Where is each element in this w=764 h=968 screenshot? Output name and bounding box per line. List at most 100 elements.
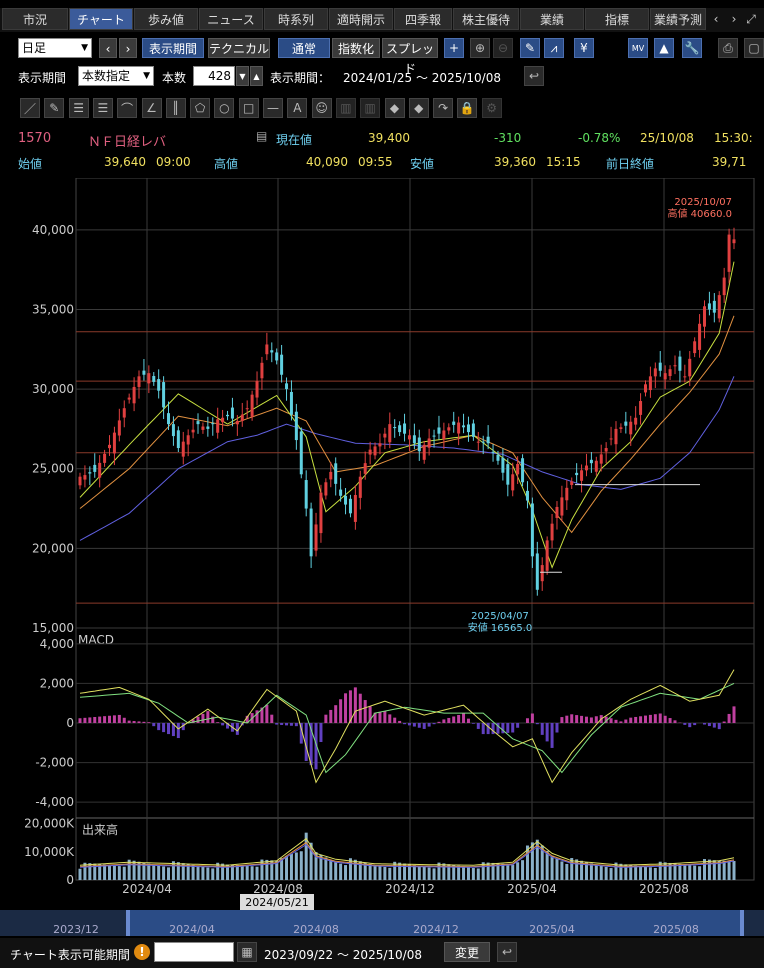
icon-tool-icon[interactable]: ☺ (311, 98, 332, 118)
volume-bar (486, 862, 490, 880)
candle (157, 379, 161, 391)
eraser-a-icon[interactable]: ◆ (408, 98, 429, 118)
candle (304, 480, 308, 509)
macd-histogram-bar (688, 723, 692, 728)
candle (702, 306, 706, 327)
window-icon[interactable]: ▢ (744, 38, 764, 58)
channel-icon[interactable]: ∠ (141, 98, 162, 118)
prev-button[interactable]: ‹ (99, 38, 117, 58)
count-mode-select[interactable]: 本数指定 ▼ (78, 66, 154, 86)
undo-icon[interactable]: ↩ (497, 942, 517, 962)
volume-bar (540, 845, 544, 880)
volume-bar (422, 866, 426, 880)
rectangle-icon[interactable]: □ (238, 98, 259, 118)
reset-icon[interactable]: ↩ (524, 66, 544, 86)
change-button[interactable]: 変更 (444, 942, 490, 962)
line-tool-icon[interactable]: ／ (20, 98, 40, 118)
hlines-icon[interactable]: ☰ (68, 98, 89, 118)
date-input[interactable] (154, 942, 234, 962)
candle (186, 435, 190, 445)
ruler-icon[interactable]: ✎ (44, 98, 65, 118)
count-down-icon[interactable]: ▼ (236, 66, 249, 86)
settings-icon[interactable]: ⚙ (481, 98, 502, 118)
macd-histogram-bar (339, 699, 343, 723)
wrench-icon[interactable]: 🔧 (682, 38, 702, 58)
volume-bar (162, 866, 166, 880)
calendar-icon[interactable]: ▦ (237, 942, 257, 962)
x-tick-label: 2024/04 (122, 882, 172, 896)
undo-icon[interactable]: ↷ (433, 98, 454, 118)
zoom-out-icon[interactable]: ⊖ (493, 38, 513, 58)
normal-button[interactable]: 通常 (278, 38, 330, 58)
stock-name: ＮＦ日経レバ (88, 135, 167, 150)
volume-bar (516, 862, 520, 880)
yen-icon[interactable]: ¥ (574, 38, 594, 58)
zoom-in-icon[interactable]: ⊕ (470, 38, 490, 58)
next-button[interactable]: › (119, 38, 137, 58)
volume-bar (201, 866, 205, 880)
macd-histogram-bar (486, 723, 490, 735)
candle (609, 438, 613, 440)
x-tick-label: 2025/08 (639, 882, 689, 896)
mv-icon[interactable]: MV (628, 38, 648, 58)
count-up-icon[interactable]: ▲ (250, 66, 263, 86)
hlines2-icon[interactable]: ☰ (92, 98, 113, 118)
tab-chart[interactable]: チャート (69, 8, 133, 30)
ma-mid-line (79, 315, 735, 534)
open-label: 始値 (18, 157, 43, 171)
open-value: 39,640 (104, 155, 146, 169)
tab-prev-icon[interactable]: ‹ (713, 12, 719, 26)
volume-bar (191, 864, 195, 880)
info-icon[interactable]: ! (134, 944, 150, 960)
pencil-icon[interactable]: ✎ (520, 38, 540, 58)
index-button[interactable]: 指数化 (332, 38, 380, 58)
dim2-icon[interactable]: ▥ (360, 98, 381, 118)
tab-indicators[interactable]: 指標 (585, 8, 649, 30)
vlines-icon[interactable]: ║ (165, 98, 186, 118)
tab-ticks[interactable]: 歩み値 (134, 8, 198, 30)
candle (594, 460, 598, 472)
chart-pattern-icon[interactable]: ⩘ (544, 38, 564, 58)
circle-icon[interactable]: ○ (214, 98, 235, 118)
display-period-button[interactable]: 表示期間 (142, 38, 204, 58)
fan-icon[interactable]: ⌒ (117, 98, 138, 118)
volume-bar (643, 866, 647, 880)
tab-quarterly[interactable]: 四季報 (394, 8, 452, 30)
technical-button[interactable]: テクニカル (208, 38, 270, 58)
candle (378, 443, 382, 447)
tab-benefits[interactable]: 株主優待 (453, 8, 519, 30)
dim-icon[interactable]: ▥ (335, 98, 356, 118)
count-input[interactable]: 428 (193, 66, 235, 86)
volume-bar (280, 858, 284, 880)
candle (147, 373, 151, 384)
pentagon-icon[interactable]: ⬠ (190, 98, 211, 118)
print-icon[interactable]: ⎙ (718, 38, 738, 58)
tab-results[interactable]: 業績 (520, 8, 584, 30)
macd-histogram-bar (285, 723, 289, 726)
spread-button[interactable]: スプレッド (382, 38, 438, 76)
candle (412, 435, 416, 444)
eraser-icon[interactable]: ◆ (384, 98, 405, 118)
candle (678, 356, 682, 371)
macd-histogram-bar (732, 706, 736, 723)
text-icon[interactable]: A (287, 98, 308, 118)
lock-icon[interactable]: 🔒 (457, 98, 478, 118)
navigator-label: 2024/08 (293, 923, 339, 936)
candle (388, 424, 392, 443)
tab-market[interactable]: 市況 (2, 8, 68, 30)
chart-area[interactable]: 2024/04 2024/08 2024/12 2025/04 2025/08 40,00… (0, 178, 764, 938)
plot-frame (75, 178, 755, 881)
tab-forecast[interactable]: 業績予測 (650, 8, 706, 30)
area-chart-icon[interactable]: ▲ (654, 38, 674, 58)
tab-timeseries[interactable]: 時系列 (264, 8, 328, 30)
ma-short-line (79, 261, 735, 569)
tab-next-icon[interactable]: › (731, 12, 737, 26)
tab-news[interactable]: ニュース (199, 8, 263, 30)
plus-icon[interactable]: + (444, 38, 464, 58)
hline-icon[interactable]: — (263, 98, 283, 118)
volume-bar (604, 866, 608, 880)
low-annotation-date: 2025/04/07 (471, 611, 529, 622)
expand-icon[interactable]: ⤢ (746, 12, 756, 26)
tab-disclosure[interactable]: 適時開示 (329, 8, 393, 30)
period-select[interactable]: 日足 ▼ (18, 38, 92, 58)
